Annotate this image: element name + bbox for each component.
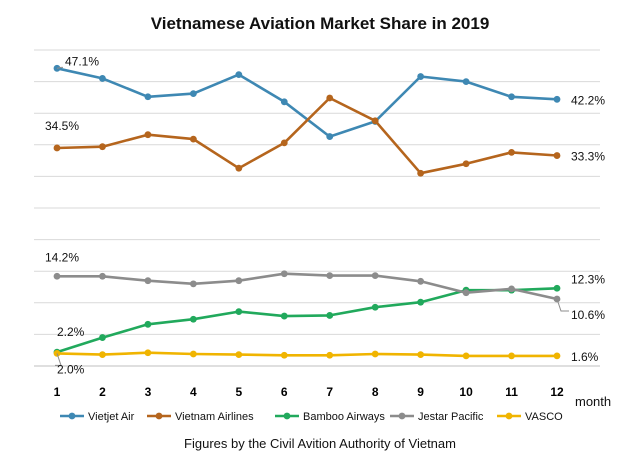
data-point: [462, 78, 470, 85]
data-point: [553, 95, 561, 103]
label-leader: [56, 66, 63, 69]
data-point: [53, 144, 61, 152]
x-tick-label: 6: [281, 385, 288, 399]
data-point: [280, 98, 288, 106]
data-point: [462, 289, 470, 297]
series-line: [56, 351, 557, 358]
data-point: [371, 272, 379, 280]
data-label: 47.1%: [65, 54, 99, 68]
x-tick-label: 12: [550, 385, 564, 399]
data-point: [280, 351, 288, 359]
data-point: [99, 351, 106, 359]
data-point: [99, 272, 106, 280]
data-point: [53, 272, 61, 280]
data-point: [508, 352, 515, 360]
legend-label: VASCO: [525, 411, 563, 423]
data-point: [235, 308, 243, 316]
data-point: [371, 350, 379, 358]
x-tick-label: 3: [145, 385, 152, 399]
data-label: 42.2%: [571, 93, 605, 107]
data-label: 33.3%: [571, 150, 605, 164]
data-label: 12.3%: [571, 272, 605, 286]
data-point: [371, 117, 379, 125]
data-point: [462, 160, 470, 168]
data-point: [235, 351, 243, 359]
data-point: [99, 334, 106, 341]
legend-label: Jestar Pacific: [418, 411, 484, 423]
data-point: [189, 90, 197, 98]
data-point: [280, 139, 288, 147]
series-line: [56, 96, 558, 175]
data-point: [99, 75, 106, 82]
data-point: [553, 152, 561, 159]
legend-swatch-marker: [155, 412, 163, 420]
data-point: [417, 351, 425, 359]
data-point: [144, 349, 152, 357]
legend-swatch-marker: [505, 412, 513, 420]
data-point: [189, 350, 197, 358]
series-line: [57, 272, 558, 301]
data-point: [144, 320, 152, 328]
data-point: [553, 284, 561, 292]
data-point: [235, 71, 243, 79]
data-point: [326, 94, 334, 102]
x-tick-label: 10: [459, 385, 473, 399]
data-label: 14.2%: [45, 250, 79, 264]
x-tick-label: 1: [54, 385, 61, 399]
legend-swatch-marker: [283, 412, 291, 420]
data-label: 2.2%: [57, 325, 85, 339]
data-point: [326, 272, 334, 280]
x-axis-label: month: [575, 394, 611, 409]
data-point: [508, 93, 515, 101]
label-leader: [556, 298, 569, 312]
data-point: [144, 131, 152, 139]
x-tick-label: 9: [417, 385, 424, 399]
chart-title: Vietnamese Aviation Market Share in 2019: [150, 14, 490, 33]
x-tick-label: 5: [235, 385, 242, 399]
data-point: [417, 298, 425, 306]
data-point: [99, 143, 106, 151]
data-point: [417, 169, 425, 177]
data-point: [417, 277, 425, 285]
data-point: [508, 148, 515, 156]
data-point: [326, 351, 334, 359]
chart-subtitle: Figures by the Civil Avition Authority o…: [184, 436, 456, 451]
data-point: [235, 277, 243, 285]
data-point: [189, 315, 197, 323]
data-point: [189, 135, 197, 143]
data-point: [235, 164, 243, 172]
legend-swatch-marker: [68, 412, 76, 420]
x-tick-label: 7: [326, 385, 333, 399]
x-tick-label: 11: [505, 385, 518, 399]
data-label: 1.6%: [571, 350, 599, 364]
legend-label: Vietjet Air: [88, 411, 135, 423]
data-point: [144, 277, 152, 285]
data-point: [144, 93, 152, 101]
data-label: 34.5%: [45, 119, 79, 133]
series-line: [56, 67, 558, 138]
data-point: [326, 312, 334, 319]
legend-swatch-marker: [398, 412, 406, 420]
data-point: [508, 285, 515, 293]
x-tick-label: 2: [99, 385, 106, 399]
legend-label: Bamboo Airways: [303, 411, 385, 423]
data-point: [462, 352, 470, 360]
series-line: [56, 287, 558, 354]
data-point: [189, 280, 197, 288]
data-point: [280, 270, 288, 278]
data-label: 2.0%: [57, 362, 85, 376]
data-label: 10.6%: [571, 308, 605, 322]
data-point: [280, 312, 288, 320]
label-leader: [55, 353, 62, 366]
x-tick-label: 8: [372, 385, 379, 399]
data-point: [371, 303, 379, 311]
data-point: [326, 133, 334, 140]
data-point: [553, 352, 561, 360]
x-tick-label: 4: [190, 385, 197, 399]
data-point: [417, 73, 425, 80]
legend-label: Vietnam Airlines: [175, 411, 254, 423]
